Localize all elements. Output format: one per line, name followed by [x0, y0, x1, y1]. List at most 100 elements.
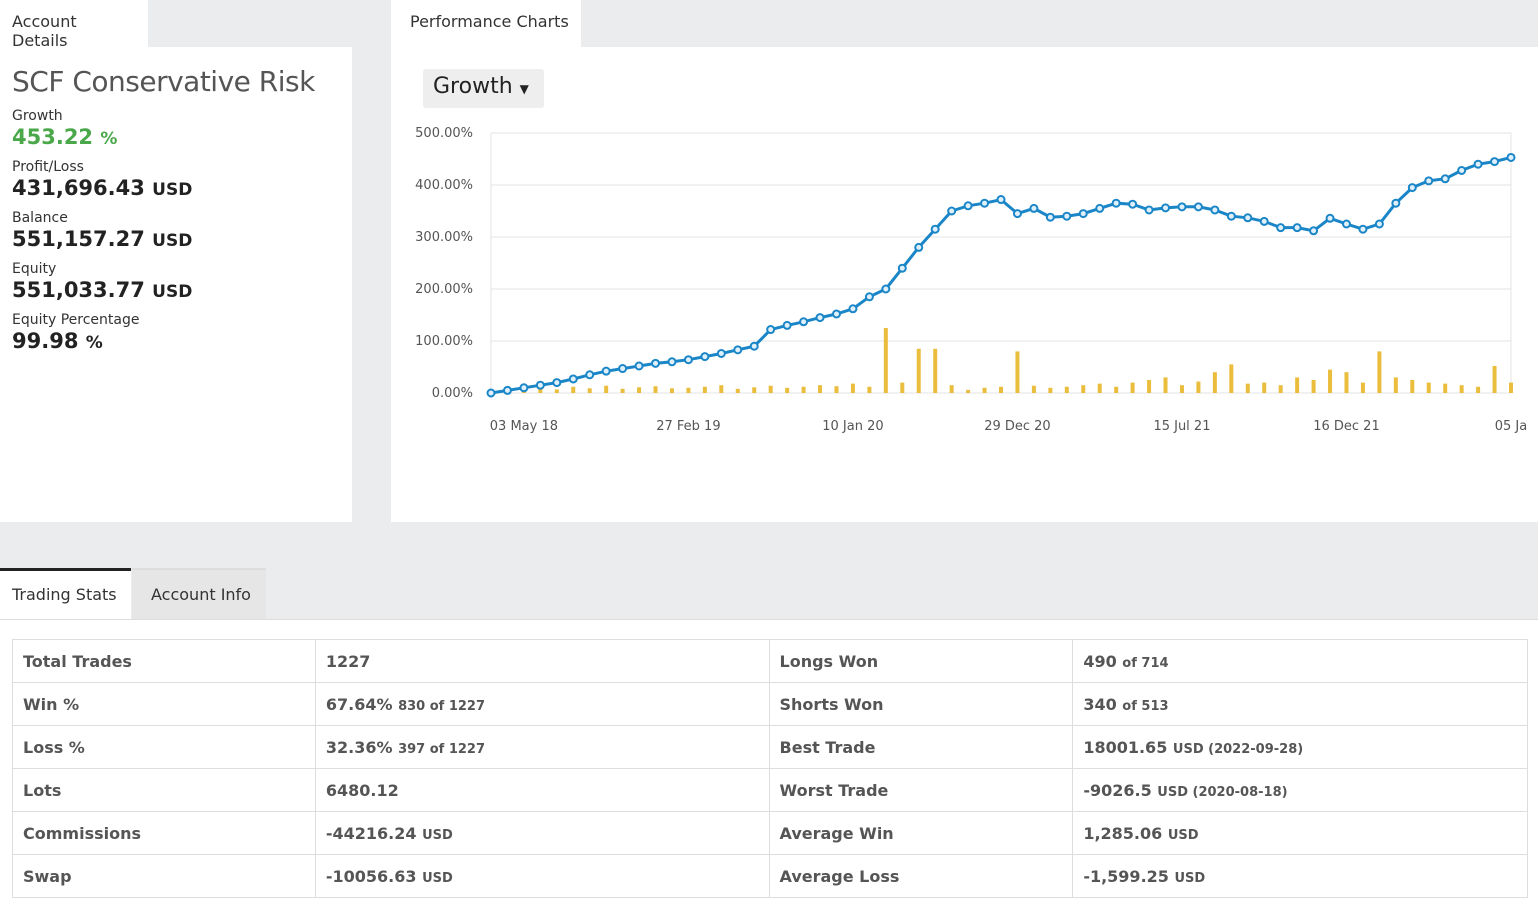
bar	[1196, 381, 1201, 393]
x-tick-label: 29 Dec 20	[984, 419, 1051, 434]
bar	[1031, 385, 1036, 393]
note: of 513	[1122, 698, 1169, 714]
point	[1506, 152, 1516, 162]
point	[815, 313, 825, 323]
bar	[818, 385, 823, 393]
stats-row: Lots 6480.12 Worst Trade -9026.5 USD (2020-…	[12, 768, 1528, 812]
point	[1457, 165, 1467, 175]
point	[1440, 174, 1450, 184]
value: 490	[1083, 651, 1117, 671]
note: USD	[1167, 827, 1199, 843]
bar	[1426, 382, 1431, 393]
point	[930, 224, 940, 234]
point	[700, 352, 710, 362]
caret: ▼	[519, 82, 529, 96]
bar	[637, 387, 642, 393]
point	[1309, 226, 1319, 236]
bar	[1476, 386, 1481, 393]
x-tick-label: 03 May 18	[490, 419, 558, 434]
tab[interactable]: Trading Stats	[0, 568, 131, 620]
bar	[1147, 380, 1152, 393]
note: USD	[1174, 870, 1206, 886]
bar	[702, 386, 707, 393]
tab[interactable]: Account Details	[0, 0, 148, 50]
bar	[669, 388, 674, 393]
field-label: Equity	[12, 261, 57, 277]
unit: USD	[152, 282, 193, 302]
point	[568, 374, 578, 384]
y-tick-label: 400.00%	[415, 178, 473, 193]
tab[interactable]: Account Info	[132, 568, 266, 619]
point	[980, 198, 990, 208]
stat-label: Commissions	[12, 811, 316, 855]
account-panel: SCF Conservative Risk Growth 453.22 % Prof…	[0, 47, 352, 522]
y-tick-label: 500.00%	[415, 126, 473, 141]
value: 6480.12	[325, 780, 399, 800]
point	[634, 361, 644, 371]
bar	[1492, 365, 1497, 393]
bar	[620, 388, 625, 393]
point	[864, 292, 874, 302]
point	[1045, 212, 1055, 222]
bar	[752, 387, 757, 393]
bar	[1229, 364, 1234, 393]
bar	[719, 385, 724, 393]
bar	[1097, 383, 1102, 393]
stats-row: Win % 67.64% 830 of 1227 Shorts Won 340 of …	[12, 682, 1528, 726]
point	[1259, 216, 1269, 226]
tab[interactable]: Performance Charts	[391, 0, 581, 48]
stat-label: Lots	[12, 768, 316, 812]
stat-value: 490 of 714	[1072, 639, 1528, 683]
chart-selector[interactable]: Growth ▼	[423, 69, 544, 108]
stat-label: Swap	[12, 854, 316, 898]
point	[1341, 219, 1351, 229]
x-tick-label: 15 Jul 21	[1153, 419, 1210, 434]
x-tick-label: 10 Jan 20	[822, 419, 883, 434]
x-tick-label: 27 Feb 19	[656, 419, 720, 434]
stat-label: Shorts Won	[768, 682, 1074, 726]
stat-value: -9026.5 USD (2020-08-18)	[1072, 768, 1528, 812]
value: 453.22	[12, 125, 94, 149]
bar	[1295, 377, 1300, 393]
field-value: 551,157.27 USD	[12, 226, 340, 255]
value: -9026.5	[1083, 780, 1152, 800]
stat-label: Loss %	[12, 725, 316, 769]
bar	[1443, 383, 1448, 393]
stats-row: Loss % 32.36% 397 of 1227 Best Trade 18001.…	[12, 725, 1528, 769]
bar	[1114, 386, 1119, 393]
stat-value: 340 of 513	[1072, 682, 1528, 726]
point	[963, 201, 973, 211]
value: 551,033.77	[12, 278, 145, 302]
bar	[999, 386, 1003, 393]
bar	[1179, 385, 1184, 393]
value: 67.64%	[325, 694, 393, 714]
bar	[571, 386, 576, 393]
bar	[1245, 383, 1250, 393]
value: 1227	[325, 651, 371, 671]
point	[1062, 211, 1072, 221]
point	[1078, 209, 1088, 219]
bar	[1459, 385, 1464, 393]
x-tick-label: 16 Dec 21	[1313, 419, 1380, 434]
stat-value: -10056.63 USD	[314, 854, 770, 898]
note: USD	[422, 827, 453, 843]
stat-value: 32.36% 397 of 1227	[314, 725, 770, 769]
field-label: Growth	[12, 108, 63, 124]
value: 18001.65	[1083, 737, 1168, 757]
value: 32.36%	[325, 737, 393, 757]
note: 397 of 1227	[398, 741, 486, 757]
note: of 714	[1122, 655, 1169, 671]
value: 340	[1083, 694, 1117, 714]
stat-label: Worst Trade	[768, 768, 1074, 812]
point	[1407, 183, 1417, 193]
bar	[538, 387, 543, 393]
chart-panel: Growth ▼ 0.00% 100.00% 200.00% 300.00% 400.0…	[391, 47, 1538, 522]
point	[1490, 157, 1500, 167]
chart: 0.00% 100.00% 200.00% 300.00% 400.00% 500.00%…	[415, 126, 1527, 434]
point	[782, 320, 792, 330]
point	[585, 370, 595, 380]
point	[1161, 203, 1171, 213]
point	[733, 345, 743, 355]
x-tick-label: 05 Ja	[1495, 419, 1527, 434]
field-value: 453.22 %	[12, 124, 340, 153]
